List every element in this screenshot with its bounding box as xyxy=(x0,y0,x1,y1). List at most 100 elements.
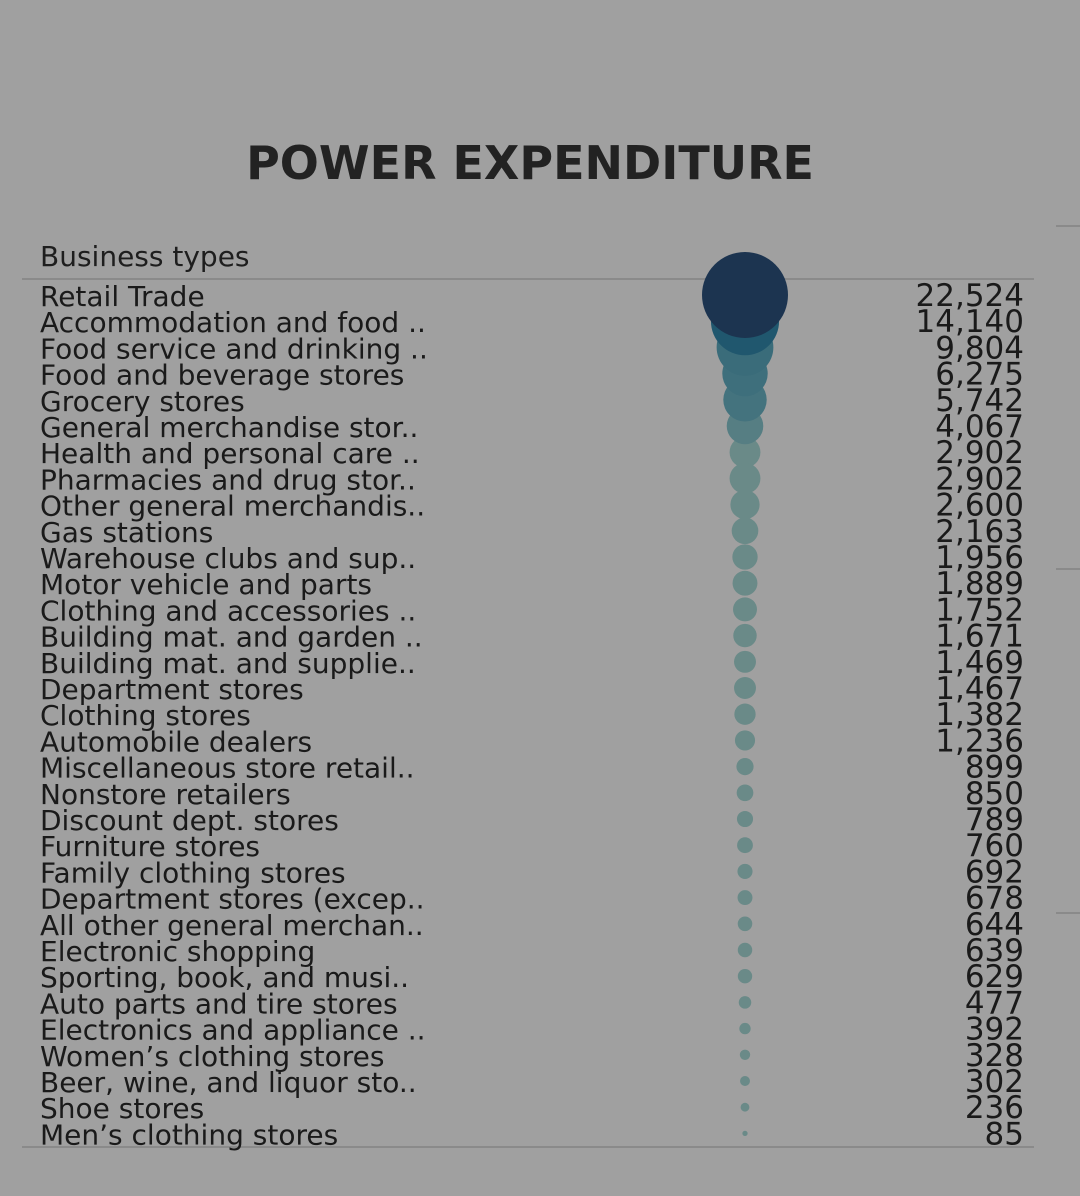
category-label: Furniture stores xyxy=(40,830,260,863)
value-label: 1,382 xyxy=(935,697,1024,733)
category-label: Automobile dealers xyxy=(40,725,312,758)
category-label: Building mat. and supplie.. xyxy=(40,647,416,680)
bubble-32 xyxy=(742,1130,748,1137)
value-label: 236 xyxy=(965,1090,1024,1126)
category-label: Pharmacies and drug stor.. xyxy=(40,463,416,496)
value-label: 1,236 xyxy=(935,723,1024,759)
footer-divider xyxy=(22,1146,1034,1148)
bubble-7 xyxy=(729,462,761,494)
category-label: All other general merchan.. xyxy=(40,909,424,942)
value-label: 392 xyxy=(965,1012,1024,1048)
value-label: 9,804 xyxy=(935,330,1024,366)
value-label: 2,600 xyxy=(935,488,1024,524)
category-label: Health and personal care .. xyxy=(40,437,420,470)
category-label: Food service and drinking .. xyxy=(40,332,428,365)
bubble-18 xyxy=(736,758,754,776)
value-label: 760 xyxy=(965,828,1024,864)
value-label: 899 xyxy=(965,750,1024,786)
value-label: 692 xyxy=(965,854,1024,890)
bubble-8 xyxy=(730,489,760,520)
category-label: Clothing stores xyxy=(40,699,251,732)
bubble-22 xyxy=(737,863,753,879)
value-label: 4,067 xyxy=(935,409,1024,445)
edge-tick xyxy=(1056,912,1080,914)
category-label: Other general merchandis.. xyxy=(40,490,425,523)
value-label: 1,467 xyxy=(935,671,1024,707)
category-label: Shoe stores xyxy=(40,1092,204,1125)
value-label: 644 xyxy=(965,907,1024,943)
value-label: 2,163 xyxy=(935,514,1024,550)
bubble-19 xyxy=(736,784,754,802)
value-label: 302 xyxy=(965,1064,1024,1100)
value-label: 639 xyxy=(965,933,1024,969)
value-label: 1,671 xyxy=(935,619,1024,655)
edge-tick xyxy=(1056,225,1080,227)
bubble-6 xyxy=(729,436,761,468)
bubble-21 xyxy=(737,837,753,854)
bubble-25 xyxy=(737,942,753,958)
bubble-15 xyxy=(734,677,756,699)
category-label: Food and beverage stores xyxy=(40,359,404,392)
value-label: 2,902 xyxy=(935,435,1024,471)
category-label: Building mat. and garden .. xyxy=(40,621,423,654)
category-label: Discount dept. stores xyxy=(40,804,339,837)
value-label: 789 xyxy=(965,802,1024,838)
bubble-24 xyxy=(737,916,753,932)
header-divider xyxy=(22,278,1034,280)
bubble-16 xyxy=(734,703,756,725)
category-label: Warehouse clubs and sup.. xyxy=(40,542,416,575)
category-label: Retail Trade xyxy=(40,280,205,313)
value-label: 629 xyxy=(965,959,1024,995)
value-label: 85 xyxy=(985,1116,1024,1152)
category-label: Auto parts and tire stores xyxy=(40,987,398,1020)
category-label: Grocery stores xyxy=(40,385,245,418)
bubble-13 xyxy=(733,623,757,648)
value-label: 328 xyxy=(965,1038,1024,1074)
category-label: Clothing and accessories .. xyxy=(40,594,416,627)
bubble-20 xyxy=(736,810,754,828)
value-label: 1,889 xyxy=(935,566,1024,602)
value-label: 1,469 xyxy=(935,645,1024,681)
chart-title: POWER EXPENDITURE xyxy=(246,136,814,190)
bubble-0 xyxy=(702,252,788,338)
bubble-29 xyxy=(739,1049,751,1060)
bubble-28 xyxy=(739,1022,751,1035)
bubble-31 xyxy=(740,1102,750,1112)
category-label: Electronic shopping xyxy=(40,935,315,968)
category-label: Motor vehicle and parts xyxy=(40,568,372,601)
category-label: Sporting, book, and musi.. xyxy=(40,961,409,994)
category-label: Men’s clothing stores xyxy=(40,1118,338,1151)
category-label: Beer, wine, and liquor sto.. xyxy=(40,1066,417,1099)
category-label: Electronics and appliance .. xyxy=(40,1014,426,1047)
category-label: Department stores xyxy=(40,673,304,706)
value-label: 5,742 xyxy=(935,383,1024,419)
category-label: Gas stations xyxy=(40,516,213,549)
value-label: 1,956 xyxy=(935,540,1024,576)
bubble-11 xyxy=(732,570,758,596)
value-label: 850 xyxy=(965,776,1024,812)
category-label: Nonstore retailers xyxy=(40,778,291,811)
edge-tick xyxy=(1056,568,1080,570)
bubble-12 xyxy=(733,597,757,622)
bubble-14 xyxy=(734,650,756,673)
category-label: Women’s clothing stores xyxy=(40,1040,384,1073)
value-label: 1,752 xyxy=(935,592,1024,628)
category-label: Department stores (excep.. xyxy=(40,883,425,916)
value-label: 477 xyxy=(965,985,1024,1021)
category-label: Family clothing stores xyxy=(40,856,346,889)
bubble-23 xyxy=(737,890,753,906)
bubble-9 xyxy=(731,517,759,545)
value-label: 14,140 xyxy=(916,304,1024,340)
column-header: Business types xyxy=(40,240,250,273)
value-label: 6,275 xyxy=(935,357,1024,393)
bubble-26 xyxy=(737,969,753,984)
value-label: 2,902 xyxy=(935,461,1024,497)
bubble-27 xyxy=(738,996,752,1009)
bubble-30 xyxy=(740,1076,750,1086)
bubble-17 xyxy=(734,730,756,751)
value-label: 22,524 xyxy=(916,278,1024,314)
category-label: General merchandise stor.. xyxy=(40,411,418,444)
category-label: Accommodation and food .. xyxy=(40,306,426,339)
category-label: Miscellaneous store retail.. xyxy=(40,752,415,785)
